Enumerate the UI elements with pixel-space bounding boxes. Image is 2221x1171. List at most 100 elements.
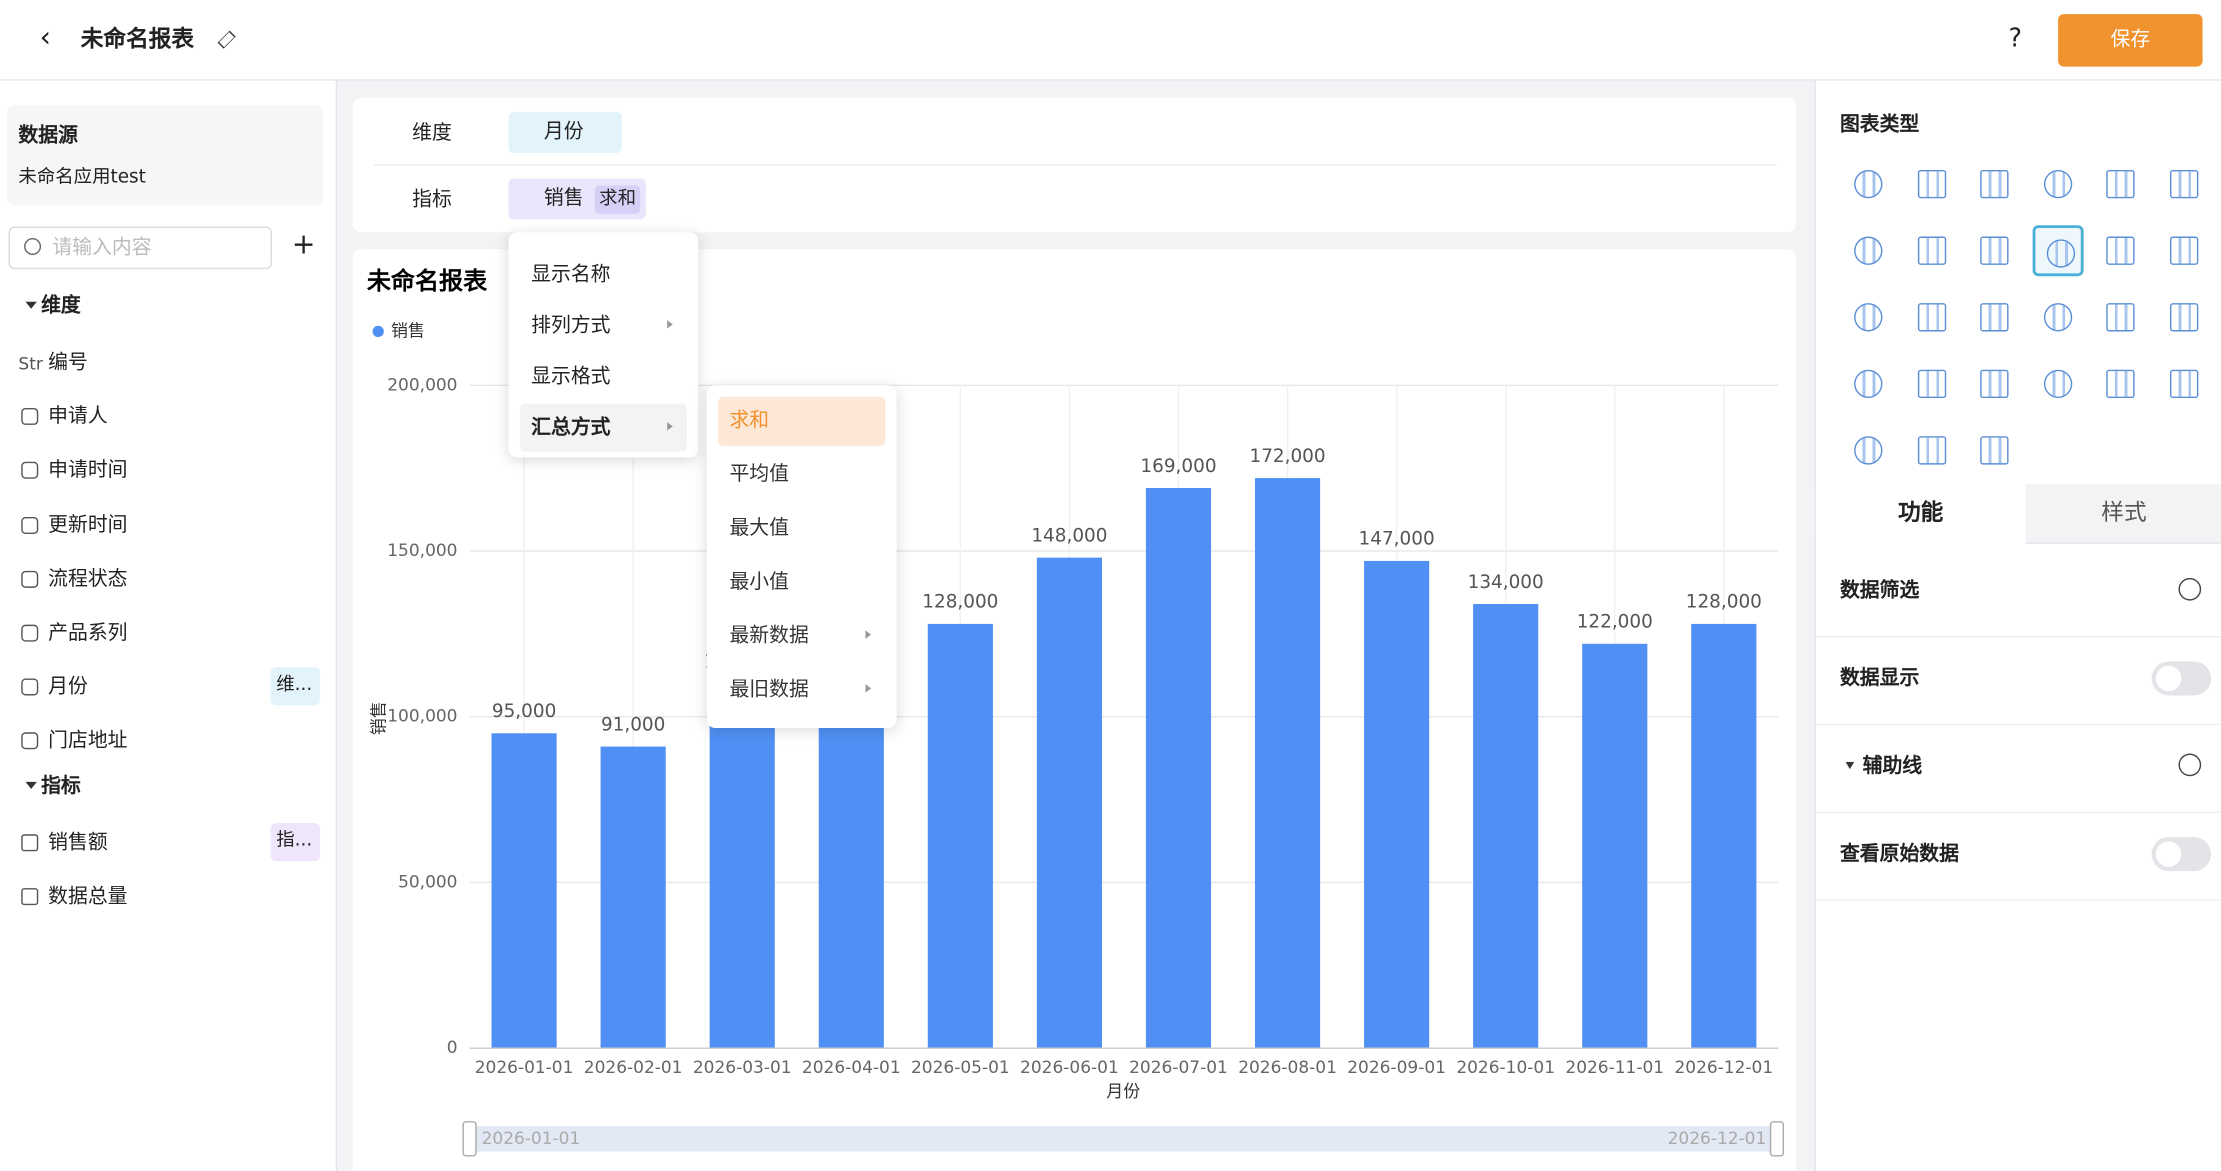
chart-type-icon[interactable]	[2095, 358, 2146, 409]
submenu-item[interactable]: 求和	[718, 396, 886, 447]
chart-type-icon[interactable]	[1969, 358, 2020, 409]
settings-icon[interactable]	[2178, 577, 2202, 601]
search-box[interactable]: 请输入内容	[8, 226, 272, 270]
chart-type-icon[interactable]	[1843, 292, 1894, 343]
submenu-text: 最大值	[729, 517, 789, 540]
toggle-switch[interactable]	[2151, 837, 2212, 872]
submenu-item[interactable]: 最大值	[718, 504, 886, 554]
icon-glyph	[2169, 169, 2198, 199]
chart-type-icon[interactable]	[1843, 425, 1894, 476]
bar	[1036, 557, 1102, 1049]
submenu-item[interactable]: 平均值	[718, 450, 886, 501]
submenu-arrow	[667, 320, 677, 329]
icon-glyph	[1854, 436, 1883, 465]
settings-icon[interactable]	[2178, 753, 2202, 777]
chart-type-icon[interactable]	[1969, 159, 2020, 210]
icon-glyph	[1854, 169, 1883, 199]
field-name[interactable]: 更新时间	[48, 513, 128, 537]
chart-type-icon[interactable]	[2095, 225, 2146, 276]
field-icon	[21, 408, 39, 426]
chart-type-icon[interactable]	[1906, 425, 1957, 476]
icon-glyph	[1854, 236, 1883, 265]
help-button[interactable]: ?	[2008, 24, 2023, 54]
menu-text: 显示名称	[531, 263, 611, 287]
chart-type-icon[interactable]	[1843, 225, 1894, 276]
chart-type-icon[interactable]	[2158, 358, 2209, 409]
field-name[interactable]: 编号	[48, 351, 88, 374]
field-badge: 维...	[270, 667, 321, 706]
chart-type-icon[interactable]	[2158, 292, 2209, 343]
submenu-item[interactable]: 最旧数据	[718, 665, 886, 716]
chart-type-icon[interactable]	[1969, 425, 2020, 476]
datasource-title: 数据源	[18, 124, 78, 148]
value-label: 134,000	[1468, 572, 1544, 593]
icon-glyph	[1917, 303, 1946, 332]
menu-item[interactable]: 显示格式	[519, 352, 687, 401]
panel-tab[interactable]: 功能	[1815, 484, 2026, 543]
chart-type-icon[interactable]	[2095, 159, 2146, 210]
range-slider	[468, 1126, 1778, 1152]
field-icon	[21, 888, 39, 906]
bar	[1254, 478, 1321, 1049]
x-tick-label: 2026-03-01	[693, 1058, 792, 1078]
icon-glyph	[1917, 436, 1946, 465]
context-menu: 显示名称排列方式 显示格式 汇总方式	[508, 232, 699, 458]
x-axis-title: 月份	[1106, 1082, 1140, 1102]
bar	[491, 733, 557, 1049]
chart-type-icon[interactable]	[1906, 358, 1957, 409]
icon-glyph	[2043, 169, 2072, 199]
chart-type-icon[interactable]	[1906, 159, 1957, 210]
chart-type-icon[interactable]	[1906, 225, 1957, 276]
dimension-chip[interactable]: 月份	[508, 111, 622, 153]
chart-type-icon[interactable]	[2032, 159, 2083, 210]
measure-chip[interactable]: 销售 求和	[508, 178, 646, 220]
field-icon	[21, 462, 39, 480]
value-label: 122,000	[1577, 612, 1653, 633]
save-button[interactable]: 保存	[2058, 14, 2203, 67]
chart-type-icon[interactable]	[2158, 225, 2209, 276]
group-title: 维度	[41, 294, 81, 318]
submenu-item[interactable]: 最小值	[718, 558, 886, 608]
panel-tab[interactable]: 样式	[2025, 484, 2221, 544]
divider	[1815, 811, 2221, 814]
badge-text: 维...	[276, 674, 313, 696]
menu-item[interactable]: 汇总方式	[519, 403, 687, 452]
chart-type-icon[interactable]	[2032, 292, 2083, 343]
chart-type-icon[interactable]	[1969, 292, 2020, 343]
legend-marker	[372, 325, 384, 338]
field-name[interactable]: 销售额	[48, 831, 108, 855]
slider-handle	[1769, 1121, 1785, 1157]
value-label: 91,000	[601, 714, 665, 735]
chart-type-icon[interactable]	[2158, 159, 2209, 210]
chart-type-icon[interactable]	[1906, 292, 1957, 343]
submenu-item[interactable]: 最新数据	[718, 611, 886, 662]
menu-item[interactable]: 显示名称	[519, 250, 687, 299]
field-name[interactable]: 月份	[48, 675, 88, 699]
x-tick-label: 2026-01-01	[475, 1058, 574, 1078]
field-name[interactable]: 产品系列	[48, 621, 128, 645]
submenu-text: 最小值	[729, 570, 789, 594]
chart-type-icon[interactable]	[2032, 358, 2083, 409]
chart-title: 未命名报表	[367, 267, 488, 295]
add-button[interactable]: +	[291, 226, 316, 261]
field-name[interactable]: 门店地址	[48, 730, 128, 753]
badge-text: 指...	[276, 830, 313, 852]
chart-type-icon[interactable]	[2031, 225, 2083, 277]
icon-glyph	[1980, 369, 2009, 399]
field-name[interactable]: 申请时间	[48, 459, 128, 483]
chart-type-icon[interactable]	[1843, 358, 1894, 409]
icon-glyph	[2169, 369, 2198, 399]
field-name[interactable]: 数据总量	[48, 885, 128, 908]
chart-type-icon[interactable]	[2095, 292, 2146, 343]
legend-label: 销售	[391, 321, 425, 341]
field-name[interactable]: 申请人	[48, 405, 108, 429]
toggle-switch[interactable]	[2151, 661, 2212, 696]
datasource-name: 未命名应用test	[18, 167, 146, 189]
panel-title: 图表类型	[1839, 113, 1920, 136]
back-button[interactable]: ‹	[39, 19, 51, 54]
field-name[interactable]: 流程状态	[48, 567, 128, 591]
chart-type-icon[interactable]	[1969, 225, 2020, 276]
chart-type-icon[interactable]	[1843, 159, 1894, 210]
menu-item[interactable]: 排列方式	[519, 301, 687, 350]
